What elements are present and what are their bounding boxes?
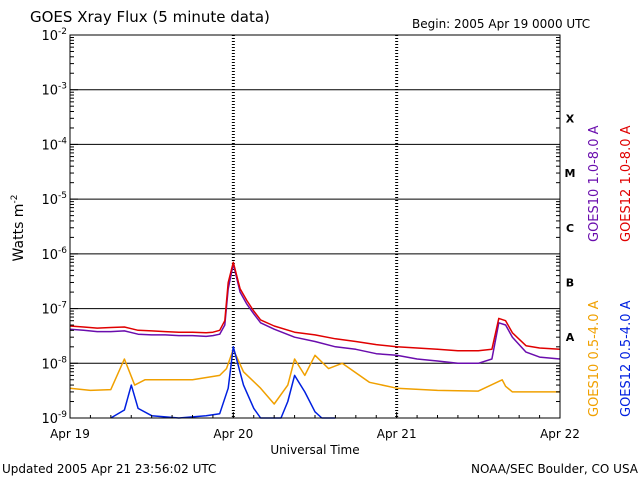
- y-tick-label-base: 10: [41, 248, 58, 263]
- y-tick-label-base: 10: [41, 84, 58, 99]
- y-tick-label: 10-8: [41, 355, 67, 372]
- x-tick-label: Apr 22: [540, 427, 580, 441]
- y-axis-label: Watts m-2: [10, 195, 27, 262]
- y-tick-label-base: 10: [41, 303, 58, 318]
- series-line: [110, 346, 336, 419]
- y-axis-label-exponent: -2: [10, 195, 20, 204]
- chart-title: GOES Xray Flux (5 minute data): [30, 8, 270, 26]
- y-tick-label-exponent: -5: [58, 191, 67, 201]
- y-axis-label-text: Watts m: [11, 204, 27, 262]
- y-tick-label-exponent: -8: [58, 355, 67, 365]
- footer-credit: NOAA/SEC Boulder, CO USA: [471, 462, 639, 476]
- flare-class-label: A: [566, 331, 575, 344]
- y-tick-label: 10-4: [41, 136, 67, 153]
- x-tick-label: Apr 20: [213, 427, 253, 441]
- series-line: [69, 263, 561, 365]
- svg-text:Watts m-2: Watts m-2: [10, 195, 27, 262]
- y-tick-label-exponent: -3: [58, 82, 67, 92]
- series-line: [69, 348, 560, 405]
- y-tick-label-base: 10: [41, 412, 58, 427]
- y-tick-label-exponent: -2: [58, 27, 67, 37]
- begin-label: Begin: 2005 Apr 19 0000 UTC: [412, 17, 590, 31]
- y-tick-label-base: 10: [41, 29, 58, 44]
- y-tick-label-exponent: -6: [58, 246, 67, 256]
- y-tick-label: 10-2: [41, 27, 67, 44]
- legend-entry: GOES10 0.5-4.0 A: [587, 300, 602, 417]
- y-tick-label-base: 10: [41, 138, 58, 153]
- y-tick-label: 10-7: [41, 301, 67, 318]
- x-tick-label: Apr 19: [50, 427, 90, 441]
- series-line: [69, 261, 561, 352]
- series-layer: [69, 261, 561, 419]
- flare-class-label: M: [565, 167, 576, 180]
- footer-updated: Updated 2005 Apr 21 23:56:02 UTC: [2, 462, 216, 476]
- y-tick-label: 10-6: [41, 246, 67, 263]
- y-tick-label-base: 10: [41, 193, 58, 208]
- flare-class-label: X: [566, 112, 575, 125]
- y-tick-label-base: 10: [41, 357, 58, 372]
- y-tick-label-exponent: -4: [58, 136, 67, 146]
- legend-entry: GOES12 0.5-4.0 A: [619, 300, 634, 417]
- y-tick-label: 10-5: [41, 191, 67, 208]
- y-tick-label-exponent: -9: [58, 410, 67, 420]
- grid-layer: [70, 35, 560, 418]
- x-tick-label: Apr 21: [377, 427, 417, 441]
- x-axis-label: Universal Time: [270, 443, 359, 457]
- y-tick-label: 10-9: [41, 410, 67, 427]
- legend-entry: GOES10 1.0-8.0 A: [587, 125, 602, 242]
- legend-entry: GOES12 1.0-8.0 A: [619, 125, 634, 242]
- y-tick-label-exponent: -7: [58, 301, 67, 311]
- y-tick-label: 10-3: [41, 82, 67, 99]
- flare-class-label: C: [566, 222, 574, 235]
- flare-class-label: B: [566, 276, 574, 289]
